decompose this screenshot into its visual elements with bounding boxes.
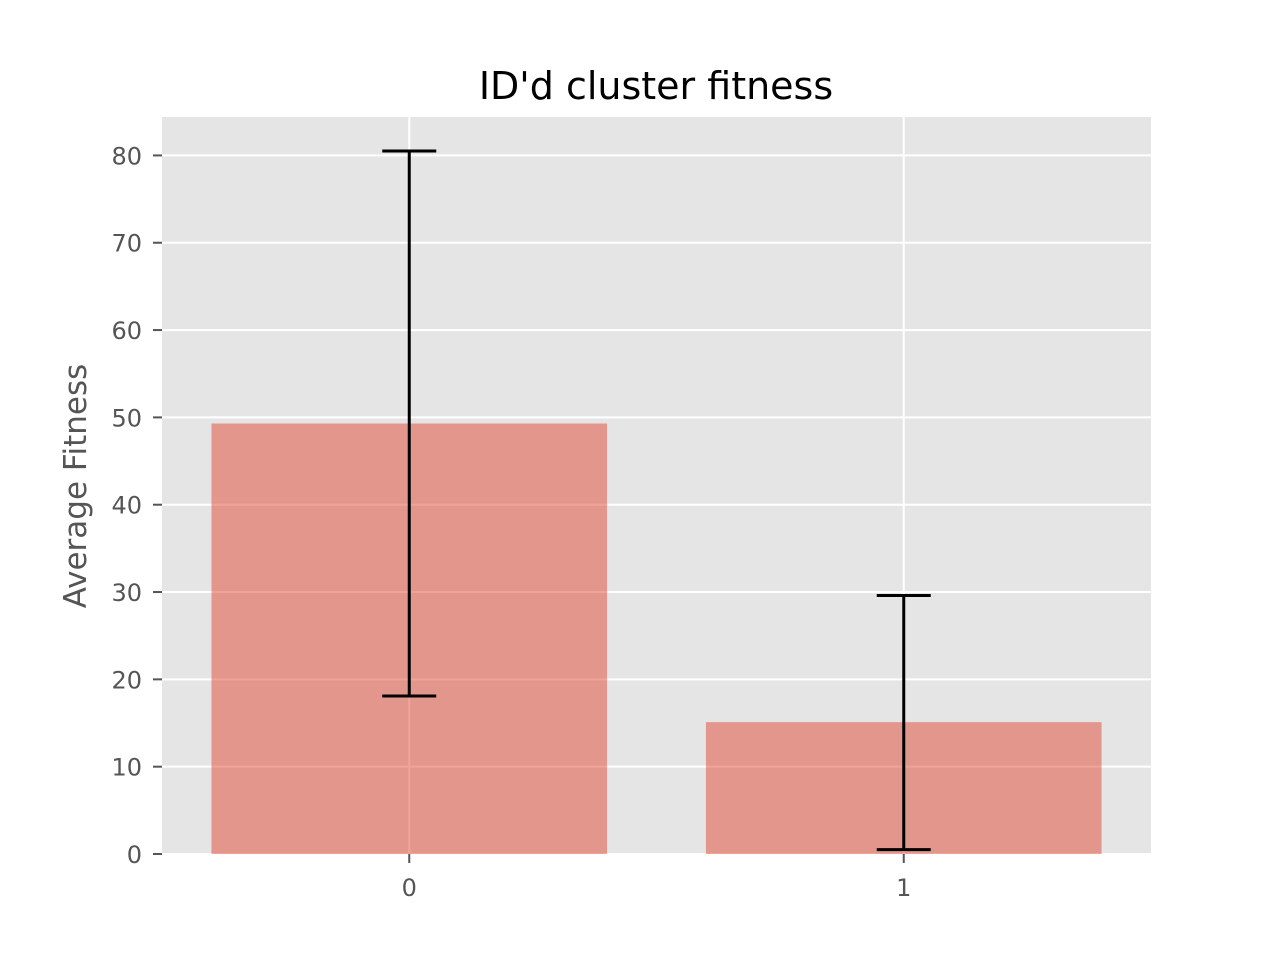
y-axis-label: Average Fitness [58,364,94,609]
y-tick-label: 0 [127,841,142,869]
y-tick-label: 60 [111,317,142,345]
x-tick-label: 0 [402,874,417,902]
chart-title: ID'd cluster fitness [479,64,833,108]
y-tick-label: 30 [111,579,142,607]
y-tick-label: 50 [111,404,142,432]
y-tick-label: 20 [111,666,142,694]
error-bars [382,149,931,852]
y-tick-label: 80 [111,142,142,170]
y-tick-label: 40 [111,492,142,520]
y-tick-label: 10 [111,754,142,782]
y-axis: 0 10 20 30 40 50 60 70 80 [111,142,162,869]
y-tick-label: 70 [111,230,142,258]
x-tick-label: 1 [896,874,911,902]
